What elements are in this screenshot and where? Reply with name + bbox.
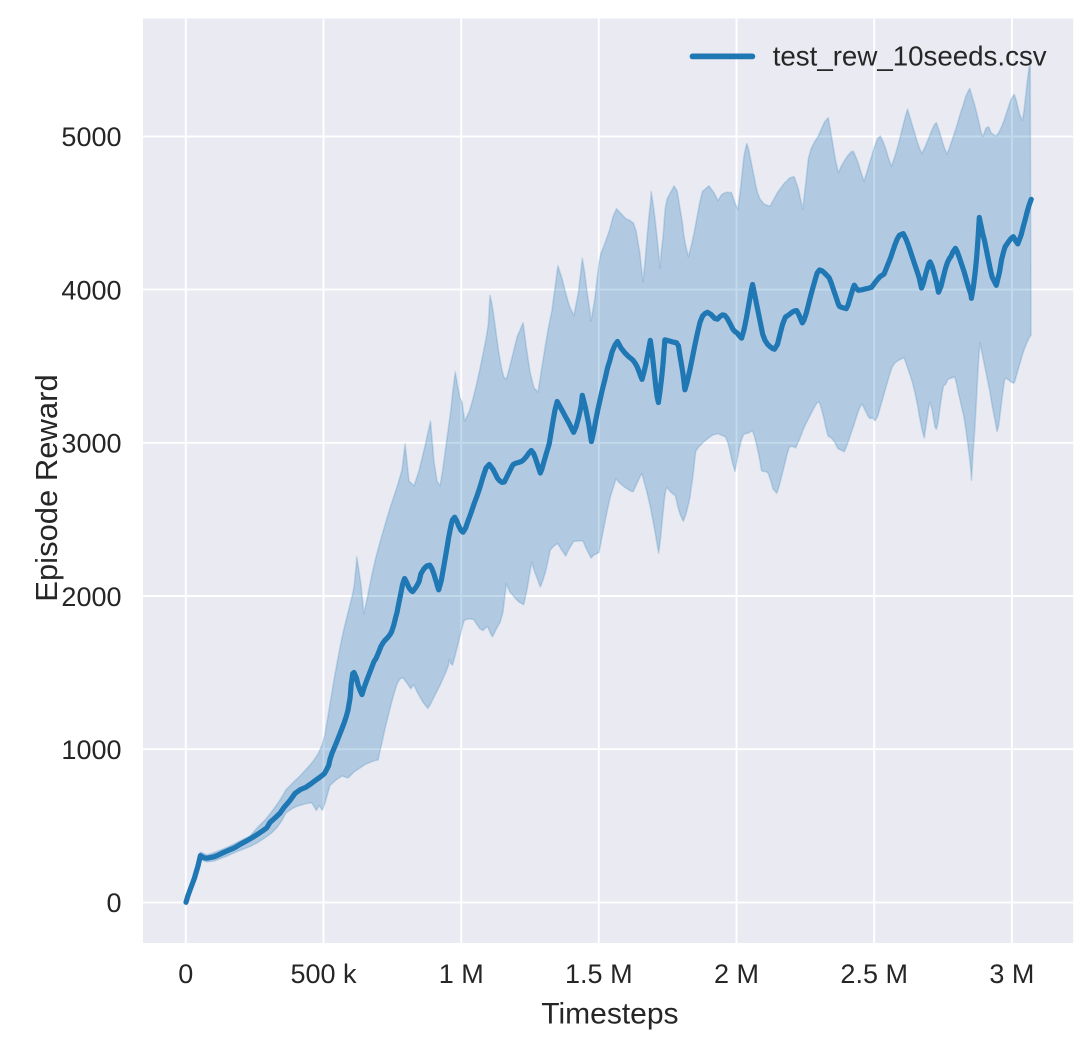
svg-text:1 M: 1 M (439, 959, 484, 989)
svg-text:2000: 2000 (61, 582, 121, 612)
svg-text:test_rew_10seeds.csv: test_rew_10seeds.csv (773, 41, 1047, 72)
svg-text:2.5 M: 2.5 M (840, 959, 908, 989)
svg-text:0: 0 (106, 888, 121, 918)
svg-text:5000: 5000 (61, 122, 121, 152)
svg-text:3 M: 3 M (989, 959, 1034, 989)
svg-text:Timesteps: Timesteps (541, 997, 678, 1030)
svg-text:3000: 3000 (61, 429, 121, 459)
svg-text:0: 0 (178, 959, 193, 989)
svg-text:2 M: 2 M (714, 959, 759, 989)
svg-text:1.5 M: 1.5 M (565, 959, 633, 989)
svg-text:Episode Reward: Episode Reward (29, 374, 64, 601)
svg-text:500 k: 500 k (290, 959, 357, 989)
svg-text:4000: 4000 (61, 275, 121, 305)
svg-text:1000: 1000 (61, 735, 121, 765)
